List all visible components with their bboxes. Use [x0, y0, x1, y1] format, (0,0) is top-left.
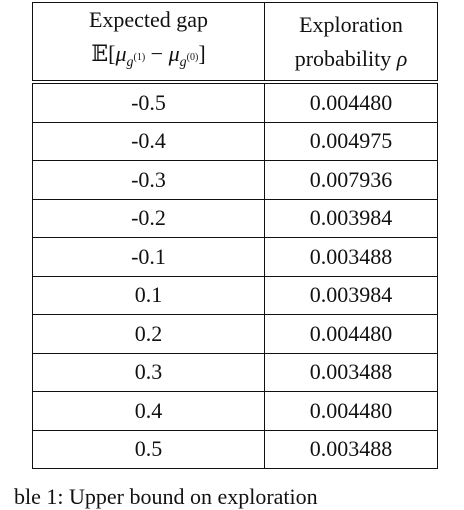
math: (0) — [186, 52, 199, 63]
table-cell: 0.2 — [32, 314, 265, 354]
math: g — [126, 55, 134, 70]
math: g — [179, 55, 187, 70]
math: g(0) — [179, 52, 199, 70]
header-math: probability ρ — [265, 42, 437, 76]
table-cell: 0.004480 — [264, 391, 438, 431]
table-cell: 0.003984 — [264, 275, 438, 315]
table-cell: 0.003488 — [264, 429, 438, 469]
math: μ — [168, 41, 180, 66]
math: μ — [115, 41, 127, 66]
header-cell: Exploration probability ρ — [264, 2, 438, 83]
table-row: 0.4 0.004480 — [32, 391, 438, 431]
table-cell: -0.2 — [32, 198, 265, 238]
table-cell: -0.1 — [32, 237, 265, 277]
table-row: 0.2 0.004480 — [32, 314, 438, 354]
table-cell: 0.4 — [32, 391, 265, 431]
table-row: 0.5 0.003488 — [32, 429, 438, 469]
results-table: Expected gap 𝔼[μg(1) − μg(0)] Exploratio… — [32, 2, 438, 469]
math: g(1) — [126, 52, 146, 70]
table-cell: -0.5 — [32, 81, 265, 123]
math: ] — [198, 41, 206, 66]
table-cell: 0.003488 — [264, 237, 438, 277]
table-row: -0.4 0.004975 — [32, 121, 438, 161]
table-cell: -0.3 — [32, 160, 265, 200]
math: 𝔼[ — [91, 41, 116, 66]
table-row: -0.1 0.003488 — [32, 237, 438, 277]
table-cell: 0.5 — [32, 429, 265, 469]
table-body: -0.5 0.004480 -0.4 0.004975 -0.3 0.007936 -0.2… — [32, 81, 438, 469]
table-cell: 0.003488 — [264, 352, 438, 392]
math: probability — [294, 45, 397, 71]
table-cell: -0.4 — [32, 121, 265, 161]
table-cell: 0.004480 — [264, 81, 438, 123]
table-row: -0.5 0.004480 — [32, 81, 438, 123]
math: (1) — [133, 52, 146, 63]
table-row: -0.2 0.003984 — [32, 198, 438, 238]
table-cell: 0.007936 — [264, 160, 438, 200]
table-row: -0.3 0.007936 — [32, 160, 438, 200]
table-cell: 0.1 — [32, 275, 265, 315]
header-text: Exploration — [299, 11, 403, 37]
header-text: Expected gap — [88, 7, 209, 32]
table-row: 0.3 0.003488 — [32, 352, 438, 392]
table-cell: 0.003984 — [264, 198, 438, 238]
table-cell: 0.3 — [32, 352, 265, 392]
header-row: Expected gap 𝔼[μg(1) − μg(0)] Exploratio… — [32, 2, 438, 83]
math: ρ — [396, 45, 408, 71]
caption: ble 1: Upper bound on exploration — [14, 484, 318, 509]
table-cell: 0.004480 — [264, 314, 438, 354]
table-row: 0.1 0.003984 — [32, 275, 438, 315]
math: − — [145, 41, 169, 66]
table-cell: 0.004975 — [264, 121, 438, 161]
header-cell: Expected gap 𝔼[μg(1) − μg(0)] — [32, 2, 265, 83]
header-math: 𝔼[μg(1) − μg(0)] — [33, 37, 264, 80]
